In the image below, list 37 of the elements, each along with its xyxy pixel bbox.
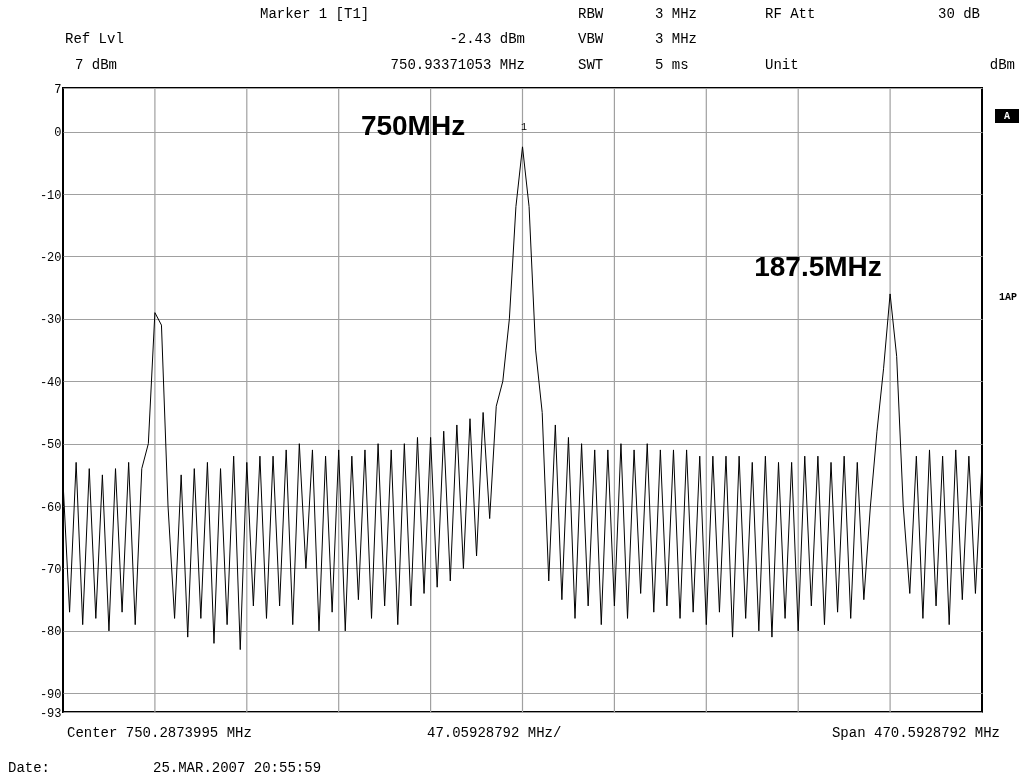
text: VBW — [578, 31, 604, 47]
y-tick-label: -20 — [39, 250, 62, 265]
y-tick-label: -80 — [39, 625, 62, 640]
text: RBW — [578, 6, 604, 22]
text: RF Att — [765, 6, 816, 22]
y-tick-label: -60 — [39, 500, 62, 515]
text: 3 MHz — [655, 6, 698, 22]
text: Span 470.5928792 MHz — [831, 725, 1000, 741]
text: Marker 1 [T1] — [260, 6, 370, 22]
text: 25.MAR.2007 20:55:59 — [153, 760, 322, 776]
y-tick-label: -90 — [39, 687, 62, 702]
y-tick-label: -30 — [39, 313, 62, 328]
text: 5 ms — [655, 57, 689, 73]
text: A — [1003, 111, 1011, 122]
annotation: 1 — [520, 122, 528, 133]
y-tick-label: 7 — [54, 82, 62, 97]
y-tick-label: 0 — [54, 126, 62, 141]
text: Unit — [765, 57, 799, 73]
text: SWT — [578, 57, 604, 73]
annotation: 750MHz — [360, 110, 466, 141]
text: Center 750.2873995 MHz — [67, 725, 252, 741]
text: 3 MHz — [655, 31, 698, 47]
text: 750.93371053 MHz — [390, 57, 525, 73]
y-tick-label: -70 — [39, 562, 62, 577]
text: 7 dBm — [75, 57, 118, 73]
y-tick-label: -93 — [39, 706, 62, 721]
text: -2.43 dBm — [449, 31, 525, 47]
annotation: 187.5MHz — [754, 251, 882, 282]
y-tick-label: -10 — [39, 188, 62, 203]
text: Date: — [8, 760, 51, 776]
text: 1AP — [998, 292, 1018, 303]
text: 30 dB — [937, 6, 980, 22]
y-tick-label: -40 — [39, 375, 62, 390]
text: 47.05928792 MHz/ — [427, 725, 562, 741]
y-tick-label: -50 — [39, 438, 62, 453]
text: Ref Lvl — [65, 31, 124, 47]
text: dBm — [989, 57, 1015, 73]
